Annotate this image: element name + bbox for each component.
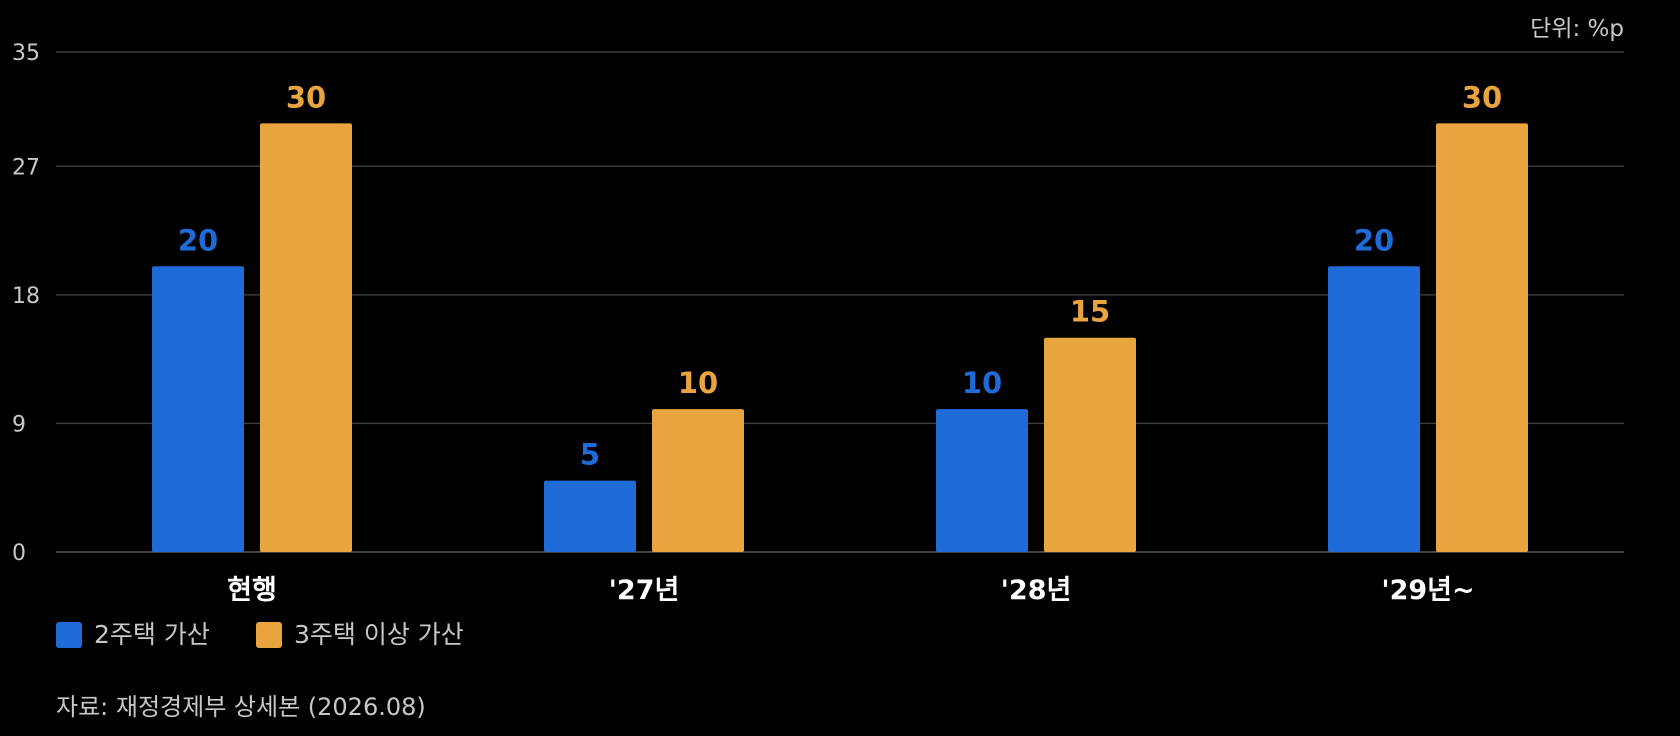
data-label-series-2: 30	[286, 80, 326, 114]
legend-swatch-series-2	[256, 622, 282, 648]
y-tick-label: 35	[12, 41, 40, 66]
bar-series-2	[260, 123, 352, 552]
bar-series-1	[936, 409, 1028, 552]
data-label-series-1: 5	[580, 438, 600, 472]
bar-series-1	[152, 266, 244, 552]
x-axis: 현행 '27년 '28년 '29년~	[227, 575, 1475, 606]
x-tick-label: 현행	[227, 575, 277, 606]
y-tick-label: 18	[12, 284, 40, 309]
y-axis: 0 9 18 27 35	[12, 41, 40, 566]
legend-label-series-2: 3주택 이상 가산	[294, 620, 464, 649]
source-note: 자료: 재정경제부 상세본 (2026.08)	[56, 693, 426, 721]
x-tick-label: '28년	[1001, 575, 1072, 606]
legend-label-series-1: 2주택 가산	[94, 620, 210, 649]
bars	[152, 123, 1528, 552]
data-label-series-2: 15	[1070, 295, 1110, 329]
data-labels: 20 30 5 10 10 15 20 30	[178, 80, 1502, 471]
bar-series-2	[1436, 123, 1528, 552]
legend-item-series-1: 2주택 가산	[56, 620, 210, 649]
data-label-series-1: 20	[1354, 223, 1394, 257]
x-tick-label: '29년~	[1381, 575, 1474, 606]
bar-series-1	[544, 480, 636, 552]
bar-series-1	[1328, 266, 1420, 552]
y-tick-label: 27	[12, 155, 40, 180]
x-tick-label: '27년	[609, 575, 680, 606]
data-label-series-1: 10	[962, 366, 1002, 400]
bar-series-2	[1044, 337, 1136, 552]
legend-swatch-series-1	[56, 622, 82, 648]
data-label-series-2: 30	[1462, 80, 1502, 114]
unit-label: 단위: %p	[1530, 16, 1624, 42]
legend: 2주택 가산 3주택 이상 가산	[56, 620, 464, 649]
data-label-series-2: 10	[678, 366, 718, 400]
bar-series-2	[652, 409, 744, 552]
y-tick-label: 9	[12, 412, 26, 437]
y-tick-label: 0	[12, 541, 26, 566]
data-label-series-1: 20	[178, 223, 218, 257]
legend-item-series-2: 3주택 이상 가산	[256, 620, 464, 649]
